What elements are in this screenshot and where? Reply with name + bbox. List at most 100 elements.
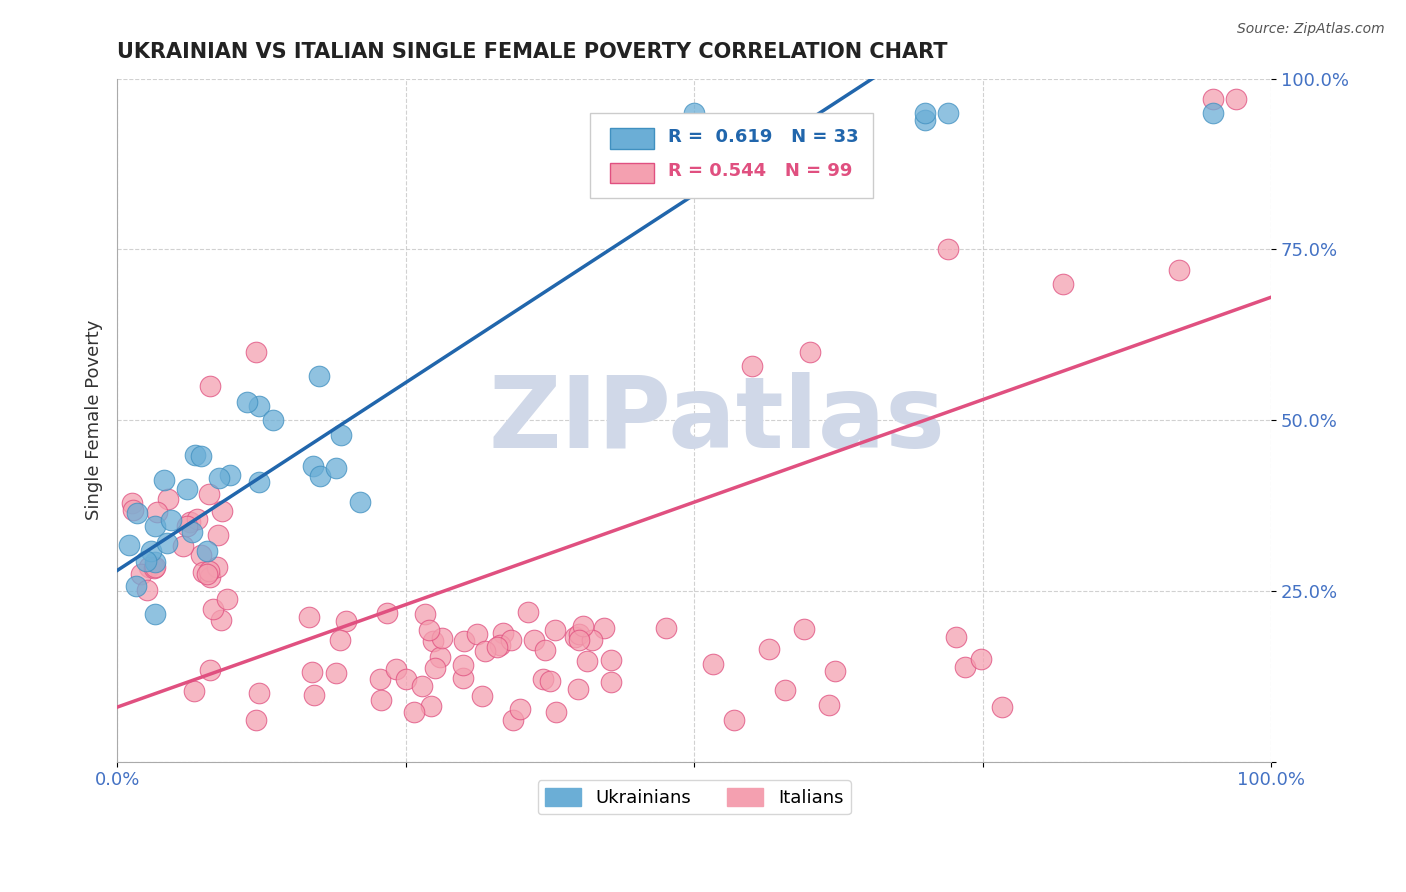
- Point: [1167, 263, 1189, 277]
- Point: [773, 682, 796, 697]
- Point: [136, 583, 159, 598]
- Point: [567, 681, 589, 696]
- Point: [936, 243, 959, 257]
- Text: UKRAINIAN VS ITALIAN SINGLE FEMALE POVERTY CORRELATION CHART: UKRAINIAN VS ITALIAN SINGLE FEMALE POVER…: [117, 42, 948, 62]
- Point: [143, 560, 166, 574]
- Point: [330, 428, 353, 442]
- Point: [152, 473, 174, 487]
- Point: [509, 702, 531, 716]
- Legend: Ukrainians, Italians: Ukrainians, Italians: [537, 780, 851, 814]
- FancyBboxPatch shape: [591, 112, 873, 198]
- Point: [914, 112, 936, 127]
- Point: [413, 607, 436, 622]
- Point: [118, 538, 141, 552]
- Point: [139, 544, 162, 558]
- Point: [568, 633, 591, 648]
- Point: [575, 655, 598, 669]
- Point: [183, 683, 205, 698]
- Point: [404, 705, 426, 719]
- Point: [453, 634, 475, 648]
- Point: [953, 660, 976, 674]
- Point: [702, 657, 724, 671]
- Point: [236, 395, 259, 409]
- Point: [599, 675, 621, 690]
- Point: [208, 471, 231, 485]
- Point: [568, 627, 591, 641]
- Point: [592, 621, 614, 635]
- Point: [197, 486, 219, 500]
- FancyBboxPatch shape: [610, 128, 654, 149]
- Point: [138, 560, 160, 574]
- Point: [308, 369, 330, 384]
- Point: [301, 665, 323, 680]
- Point: [157, 491, 180, 506]
- Point: [145, 555, 167, 569]
- Point: [193, 566, 215, 580]
- Point: [1225, 92, 1247, 106]
- Point: [325, 665, 347, 680]
- Text: R =  0.619   N = 33: R = 0.619 N = 33: [668, 128, 858, 145]
- Point: [180, 525, 202, 540]
- Point: [375, 606, 398, 620]
- Point: [418, 624, 440, 638]
- Point: [419, 699, 441, 714]
- Point: [335, 614, 357, 628]
- Point: [385, 662, 408, 676]
- Point: [186, 512, 208, 526]
- Point: [125, 507, 148, 521]
- Point: [209, 613, 232, 627]
- Point: [502, 713, 524, 727]
- Point: [298, 610, 321, 624]
- Point: [245, 344, 267, 359]
- Point: [486, 640, 509, 654]
- Point: [176, 483, 198, 497]
- Point: [531, 672, 554, 686]
- Point: [945, 630, 967, 644]
- Point: [195, 567, 218, 582]
- Point: [465, 627, 488, 641]
- Point: [422, 633, 444, 648]
- Point: [325, 460, 347, 475]
- Point: [741, 359, 763, 373]
- Point: [129, 567, 152, 582]
- Point: [581, 633, 603, 648]
- FancyBboxPatch shape: [610, 162, 654, 183]
- Point: [179, 515, 201, 529]
- Point: [489, 638, 512, 652]
- Point: [135, 554, 157, 568]
- Point: [395, 673, 418, 687]
- Point: [516, 605, 538, 619]
- Point: [205, 559, 228, 574]
- Point: [1202, 92, 1225, 106]
- Point: [430, 631, 453, 645]
- Point: [723, 714, 745, 728]
- Point: [211, 503, 233, 517]
- Text: Source: ZipAtlas.com: Source: ZipAtlas.com: [1237, 22, 1385, 37]
- Point: [262, 412, 284, 426]
- Point: [370, 693, 392, 707]
- Point: [308, 468, 330, 483]
- Point: [655, 621, 678, 635]
- Point: [198, 570, 221, 584]
- Point: [564, 630, 586, 644]
- Point: [143, 519, 166, 533]
- Point: [546, 706, 568, 720]
- Point: [245, 713, 267, 727]
- Point: [936, 105, 959, 120]
- Point: [451, 671, 474, 685]
- Point: [247, 685, 270, 699]
- Point: [600, 653, 623, 667]
- Point: [914, 105, 936, 120]
- Point: [198, 564, 221, 578]
- Point: [523, 632, 546, 647]
- Point: [198, 379, 221, 393]
- Point: [249, 399, 271, 413]
- Point: [172, 539, 194, 553]
- Point: [349, 495, 371, 509]
- Point: [190, 548, 212, 562]
- Point: [195, 544, 218, 558]
- Point: [683, 105, 706, 120]
- Point: [156, 536, 179, 550]
- Y-axis label: Single Female Poverty: Single Female Poverty: [86, 320, 103, 520]
- Point: [429, 649, 451, 664]
